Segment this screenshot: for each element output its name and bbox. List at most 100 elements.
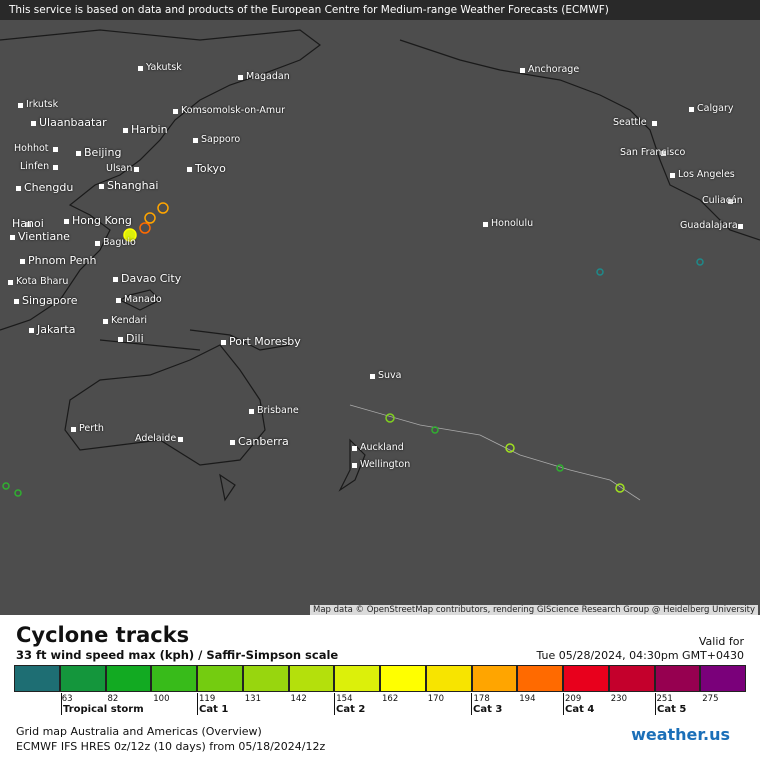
city-label: Davao City xyxy=(121,272,182,285)
legend-panel: Cyclone tracks 33 ft wind speed max (kph… xyxy=(0,615,760,760)
notice-bar: This service is based on data and produc… xyxy=(0,0,760,20)
city-marker xyxy=(661,151,666,156)
city-label: Culiacán xyxy=(702,195,743,206)
color-swatch xyxy=(105,665,152,692)
category-divider xyxy=(655,693,656,715)
scale-tick: 142 xyxy=(290,694,307,704)
city-marker xyxy=(738,224,743,229)
city-label: Yakutsk xyxy=(146,62,182,73)
city-label: Chengdu xyxy=(24,181,74,194)
scale-tick: 131 xyxy=(244,694,261,704)
city-label: Dili xyxy=(126,332,144,345)
city-marker xyxy=(193,138,198,143)
city-label: Singapore xyxy=(22,294,78,307)
color-swatch xyxy=(334,665,380,692)
city-marker xyxy=(187,167,192,172)
city-marker xyxy=(230,440,235,445)
city-label: Ulaanbaatar xyxy=(39,116,107,129)
city-marker xyxy=(29,328,34,333)
city-marker xyxy=(10,235,15,240)
category-divider xyxy=(563,693,564,715)
color-swatch xyxy=(242,665,289,692)
city-label: Sapporo xyxy=(201,134,241,145)
city-label: Hong Kong xyxy=(72,214,132,227)
city-label: Seattle xyxy=(613,117,647,128)
scale-tick: 82 xyxy=(107,694,119,704)
city-label: Suva xyxy=(378,370,402,381)
city-marker xyxy=(116,298,121,303)
city-label: Canberra xyxy=(238,435,289,448)
city-marker xyxy=(123,128,128,133)
category-divider xyxy=(197,693,198,715)
city-marker xyxy=(238,75,243,80)
city-label: Linfen xyxy=(20,161,50,172)
category-divider xyxy=(334,693,335,715)
map-layer xyxy=(0,29,760,502)
color-swatch xyxy=(59,665,106,692)
color-swatch xyxy=(14,665,60,692)
city-marker xyxy=(14,299,19,304)
city-label: Honolulu xyxy=(491,218,534,229)
city-marker xyxy=(18,103,23,108)
legend-subtitle: 33 ft wind speed max (kph) / Saffir-Simp… xyxy=(16,648,339,662)
city-marker xyxy=(103,319,108,324)
scale-tick: 154 xyxy=(336,694,353,704)
city-marker xyxy=(483,222,488,227)
map: This service is based on data and produc… xyxy=(0,0,760,615)
category-divider xyxy=(471,693,472,715)
city-label: Irkutsk xyxy=(26,99,59,110)
city-marker xyxy=(113,277,118,282)
city-label: San Francisco xyxy=(620,147,686,158)
color-swatch xyxy=(654,665,701,692)
category-label: Cat 3 xyxy=(473,704,503,715)
city-marker xyxy=(652,121,657,126)
city-label: Shanghai xyxy=(107,179,159,192)
city-label: Hanoi xyxy=(12,217,44,230)
city-label: Baguio xyxy=(103,237,136,248)
color-swatch xyxy=(700,665,746,692)
city-marker xyxy=(352,463,357,468)
city-marker xyxy=(138,66,143,71)
color-swatch xyxy=(608,665,655,692)
coastlines xyxy=(0,29,760,502)
city-marker xyxy=(71,427,76,432)
city-label: Jakarta xyxy=(37,323,76,336)
scale-tick: 194 xyxy=(519,694,536,704)
city-marker xyxy=(173,109,178,114)
city-label: Kendari xyxy=(111,315,148,326)
city-marker xyxy=(26,222,31,227)
city-marker xyxy=(16,186,21,191)
category-label: Cat 2 xyxy=(336,704,366,715)
city-marker xyxy=(520,68,525,73)
city-label: Anchorage xyxy=(528,64,580,75)
city-label: Kota Bharu xyxy=(16,276,69,287)
logo[interactable]: weather.us xyxy=(631,725,730,744)
city-label: Hohhot xyxy=(14,143,49,154)
scale-tick: 209 xyxy=(565,694,582,704)
city-marker xyxy=(31,121,36,126)
city-marker xyxy=(689,107,694,112)
city-label: Wellington xyxy=(360,459,411,470)
city-label: Adelaide xyxy=(135,433,177,444)
city-marker xyxy=(99,184,104,189)
city-label: Komsomolsk-on-Amur xyxy=(181,105,286,116)
city-label: Perth xyxy=(79,423,104,434)
tracks xyxy=(2,202,704,501)
city-label: Calgary xyxy=(697,103,734,114)
city-label: Auckland xyxy=(360,442,404,453)
city-label: Manado xyxy=(124,294,162,305)
model-info: ECMWF IFS HRES 0z/12z (10 days) from 05/… xyxy=(16,740,326,753)
scale-tick: 170 xyxy=(427,694,444,704)
city-marker xyxy=(118,337,123,342)
city-label: Los Angeles xyxy=(678,169,735,180)
color-swatch xyxy=(197,665,243,692)
scale-tick: 119 xyxy=(199,694,216,704)
scale-tick: 178 xyxy=(473,694,490,704)
scale-tick: 63 xyxy=(61,694,73,704)
city-marker xyxy=(670,173,675,178)
color-swatch xyxy=(517,665,563,692)
color-swatch xyxy=(380,665,426,692)
category-label: Cat 1 xyxy=(199,704,229,715)
category-divider xyxy=(61,693,62,715)
